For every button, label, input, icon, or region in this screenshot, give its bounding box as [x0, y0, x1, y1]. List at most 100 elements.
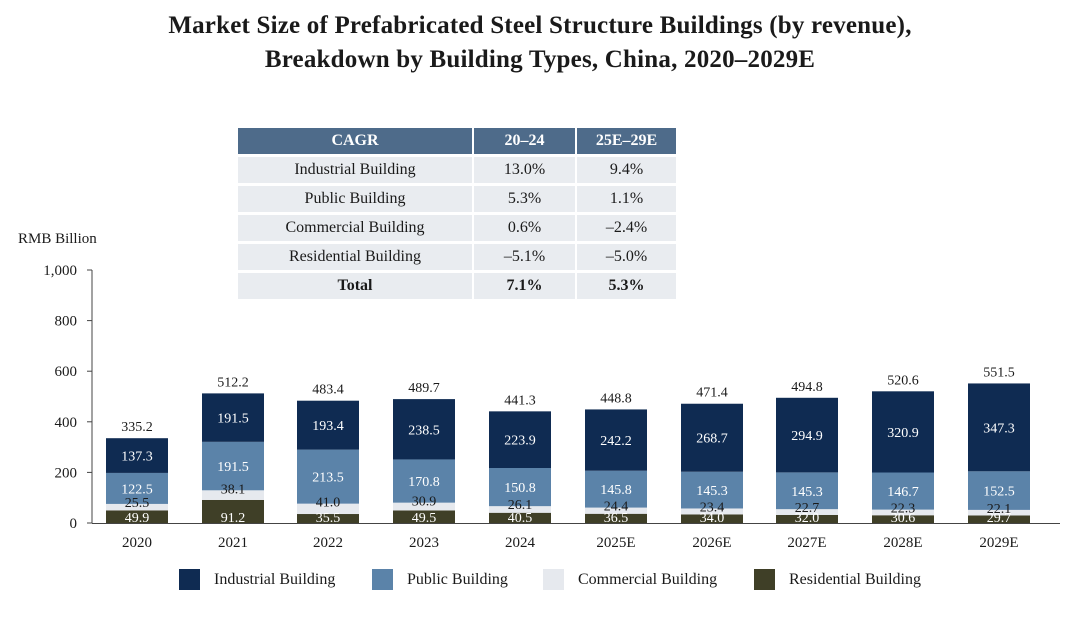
cagr-header-row: CAGR 20–24 25E–29E: [238, 128, 676, 154]
bar-segment: [202, 393, 264, 442]
segment-value-label: 49.9: [125, 511, 150, 526]
bar-segment: [489, 467, 551, 507]
bar-segment: [106, 438, 168, 473]
total-value-label: 494.8: [791, 380, 823, 395]
cagr-row-total: Total 7.1% 5.3%: [238, 273, 676, 299]
total-value-label: 489.7: [408, 381, 440, 396]
total-value-label: 483.4: [312, 383, 344, 398]
x-tick-label: 2023: [409, 535, 439, 551]
bar-segment: [872, 509, 934, 516]
bar-segment: [297, 514, 359, 523]
cagr-table: CAGR 20–24 25E–29E Industrial Building 1…: [236, 125, 678, 302]
bar-segment: [585, 409, 647, 471]
segment-value-label: 145.8: [600, 483, 632, 498]
bar-segment: [489, 512, 551, 523]
total-value-label: 551.5: [983, 365, 1015, 380]
legend-item-commercial: Commercial Building: [543, 569, 717, 590]
y-tick-label: 200: [55, 465, 78, 481]
y-axis-label: RMB Billion: [18, 231, 97, 247]
legend-swatch-residential: [754, 569, 775, 590]
x-tick-label: 2027E: [787, 535, 826, 551]
cagr-row-label: Residential Building: [238, 244, 472, 270]
legend-swatch-commercial: [543, 569, 564, 590]
segment-value-label: 22.1: [987, 502, 1012, 517]
y-tick-label: 400: [55, 415, 78, 431]
segment-value-label: 145.3: [696, 484, 728, 499]
segment-value-label: 268.7: [696, 432, 728, 447]
total-value-label: 512.2: [217, 375, 249, 390]
segment-value-label: 137.3: [121, 450, 153, 465]
segment-value-label: 320.9: [887, 426, 919, 441]
segment-value-label: 40.5: [508, 511, 533, 526]
segment-value-label: 150.8: [504, 481, 536, 496]
legend-item-residential: Residential Building: [754, 569, 921, 590]
cagr-value: 9.4%: [577, 157, 676, 183]
segment-value-label: 146.7: [887, 485, 919, 500]
segment-value-label: 294.9: [791, 429, 823, 444]
segment-value-label: 29.7: [987, 511, 1012, 526]
x-tick-label: 2028E: [883, 535, 922, 551]
cagr-value: –5.1%: [474, 244, 575, 270]
bar-segment: [968, 509, 1030, 516]
bar-segment: [202, 499, 264, 523]
bar-segment: [393, 399, 455, 460]
bar-segment: [393, 459, 455, 503]
cagr-row-residential: Residential Building –5.1% –5.0%: [238, 244, 676, 270]
cagr-value: 5.3%: [577, 273, 676, 299]
segment-value-label: 35.5: [316, 511, 341, 526]
segment-value-label: 30.9: [412, 495, 437, 510]
segment-value-label: 30.6: [891, 511, 916, 526]
cagr-row-label: Industrial Building: [238, 157, 472, 183]
bar-segment: [393, 510, 455, 523]
legend-item-industrial: Industrial Building: [179, 569, 335, 590]
cagr-value: –5.0%: [577, 244, 676, 270]
segment-value-label: 145.3: [791, 485, 823, 500]
legend-item-public: Public Building: [372, 569, 508, 590]
segment-value-label: 34.0: [700, 511, 725, 526]
cagr-value: 13.0%: [474, 157, 575, 183]
bar-segment: [681, 514, 743, 523]
segment-value-label: 49.5: [412, 511, 437, 526]
segment-value-label: 91.2: [221, 511, 246, 526]
bar-segment: [489, 506, 551, 513]
x-tick-label: 2020: [122, 535, 152, 551]
x-tick-label: 2024: [505, 535, 536, 551]
total-value-label: 441.3: [504, 393, 536, 408]
legend-swatch-industrial: [179, 569, 200, 590]
bar-segment: [297, 503, 359, 515]
x-tick-label: 2029E: [979, 535, 1018, 551]
bar-segment: [106, 510, 168, 523]
segment-value-label: 191.5: [217, 460, 249, 475]
segment-value-label: 25.5: [125, 496, 150, 511]
segment-value-label: 170.8: [408, 475, 440, 490]
segment-value-label: 23.4: [700, 500, 725, 515]
bar-segment: [681, 508, 743, 515]
segment-value-label: 223.9: [504, 434, 536, 449]
total-value-label: 448.8: [600, 391, 632, 406]
bar-segment: [585, 507, 647, 514]
bar-segment: [585, 513, 647, 523]
bar-segment: [968, 383, 1030, 472]
x-tick-label: 2026E: [692, 535, 731, 551]
bar-segment: [968, 515, 1030, 523]
chart-title-line2: Breakdown by Building Types, China, 2020…: [264, 46, 816, 73]
legend-label: Public Building: [407, 570, 508, 588]
segment-value-label: 22.3: [891, 502, 916, 517]
segment-value-label: 26.1: [508, 498, 533, 513]
legend-label: Industrial Building: [214, 570, 336, 588]
bar-segment: [297, 449, 359, 504]
segment-value-label: 347.3: [983, 421, 1015, 436]
chart-bars: [106, 383, 1030, 523]
segment-value-label: 32.0: [795, 511, 820, 526]
chart-axes: 0 200 400 600 800 1,000: [43, 263, 1060, 532]
segment-value-label: 152.5: [983, 485, 1015, 500]
cagr-value: 0.6%: [474, 215, 575, 241]
bar-segment: [489, 411, 551, 468]
segment-value-label: 41.0: [316, 496, 341, 511]
cagr-header-period1: 20–24: [474, 128, 575, 154]
bar-segment: [872, 472, 934, 510]
cagr-header-label: CAGR: [238, 128, 472, 154]
bar-segment: [585, 470, 647, 508]
